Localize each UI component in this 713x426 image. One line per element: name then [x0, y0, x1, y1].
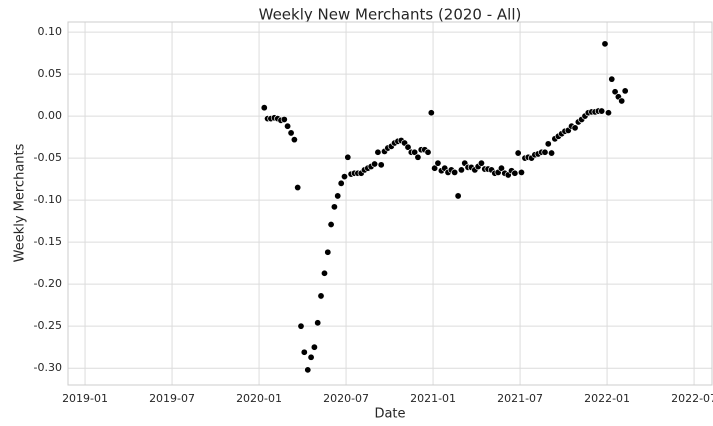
point [457, 166, 465, 174]
x-tick-label: 2019-07 [149, 392, 195, 405]
point [548, 149, 556, 157]
point [294, 184, 302, 192]
point [310, 343, 318, 351]
point [307, 353, 315, 361]
point [344, 153, 352, 161]
point [601, 40, 609, 48]
x-tick-label: 2019-01 [62, 392, 108, 405]
chart-title: Weekly New Merchants (2020 - All) [259, 6, 522, 24]
x-tick-label: 2021-07 [497, 392, 543, 405]
point [314, 319, 322, 327]
point [511, 169, 519, 177]
plot-frame [67, 21, 713, 386]
point [320, 269, 328, 277]
point [334, 192, 342, 200]
point [260, 104, 268, 112]
point [618, 97, 626, 105]
point [327, 221, 335, 229]
point [424, 148, 432, 156]
point [304, 366, 312, 374]
x-axis-label: Date [374, 407, 405, 422]
point [454, 192, 462, 200]
x-tick-label: 2020-01 [236, 392, 282, 405]
point [611, 88, 619, 96]
x-tick-label: 2022-01 [584, 392, 630, 405]
y-tick-label: 0.05 [38, 67, 63, 80]
point [451, 168, 459, 176]
x-tick-label: 2021-01 [410, 392, 456, 405]
y-axis-label: Weekly Merchants [13, 143, 28, 262]
x-tick-label: 2022-07 [671, 392, 713, 405]
y-tick-label: 0.10 [38, 25, 63, 38]
point [300, 348, 308, 356]
point [434, 159, 442, 167]
point [287, 129, 295, 137]
y-tick-label: -0.25 [34, 319, 62, 332]
point [340, 173, 348, 181]
point [404, 143, 412, 151]
point [317, 292, 325, 300]
point [414, 153, 422, 161]
point [598, 107, 606, 115]
point [544, 140, 552, 148]
point [477, 159, 485, 167]
point [497, 164, 505, 172]
point [377, 161, 385, 169]
point [621, 87, 629, 95]
point [517, 168, 525, 176]
point [514, 149, 522, 157]
y-tick-label: -0.20 [34, 277, 62, 290]
y-tick-label: -0.05 [34, 151, 62, 164]
point [541, 148, 549, 156]
point [608, 75, 616, 83]
point [284, 122, 292, 130]
point [411, 148, 419, 156]
y-tick-label: 0.00 [38, 109, 63, 122]
point [431, 164, 439, 172]
point [427, 109, 435, 117]
y-tick-label: -0.10 [34, 193, 62, 206]
y-tick-label: -0.15 [34, 235, 62, 248]
x-tick-label: 2020-07 [323, 392, 369, 405]
point [337, 179, 345, 187]
point [604, 109, 612, 117]
y-tick-label: -0.30 [34, 361, 62, 374]
point [374, 148, 382, 156]
point [571, 124, 579, 132]
point [330, 203, 338, 211]
point [280, 115, 288, 123]
point [297, 322, 305, 330]
point [324, 248, 332, 256]
point [371, 160, 379, 168]
point [290, 136, 298, 144]
